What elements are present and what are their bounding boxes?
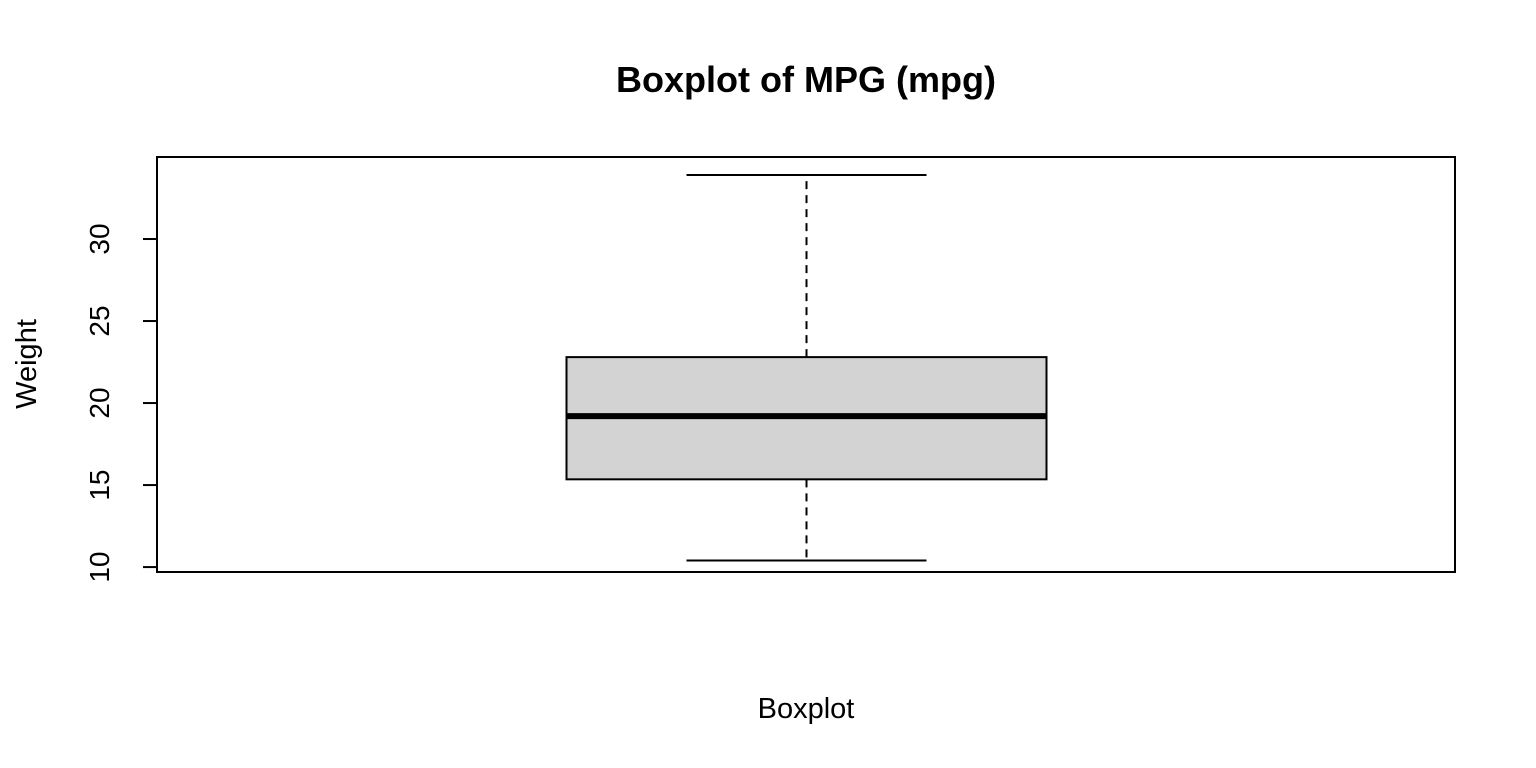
- y-ticks: 10 15 20 25 30: [84, 223, 157, 583]
- y-tick-label: 30: [84, 223, 115, 254]
- y-axis-label: Weight: [11, 319, 43, 409]
- y-tick-label: 20: [84, 387, 115, 418]
- y-tick-label: 25: [84, 305, 115, 336]
- x-axis-label: Boxplot: [758, 693, 855, 725]
- y-axis: 10 15 20 25 30: [84, 223, 158, 583]
- y-tick-label: 15: [84, 469, 115, 500]
- box-series: [565, 174, 1048, 562]
- y-tick-label: 10: [84, 552, 115, 583]
- chart-title: Boxplot of MPG (mpg): [616, 59, 996, 100]
